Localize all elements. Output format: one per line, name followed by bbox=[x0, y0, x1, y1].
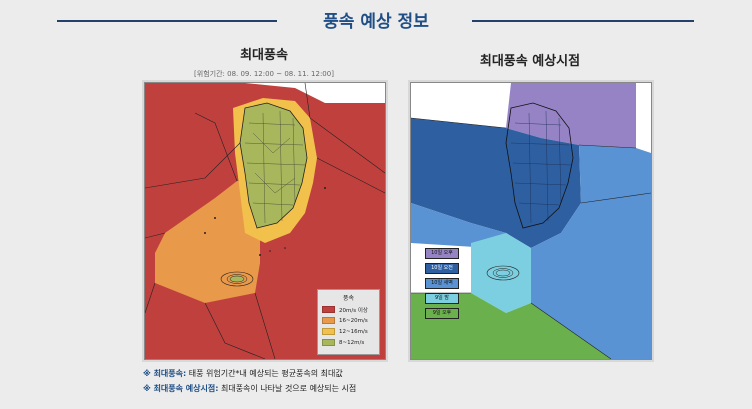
danger-period: [위험기간: 08. 09. 12:00 ~ 08. 11. 12:00] bbox=[194, 70, 334, 78]
legend-item: 10일 새벽 bbox=[425, 278, 459, 289]
legend-label: 16~20m/s bbox=[339, 317, 368, 324]
legend-item: 10일 오전 bbox=[425, 263, 459, 274]
legend-item: 9일 오후 bbox=[425, 308, 459, 319]
timing-legend: 10일 오후 10일 오전 10일 새벽 9일 밤 9일 오후 bbox=[425, 248, 459, 323]
max-wind-map: 풍속 20m/s 이상 16~20m/s 12~16m/s 8~12m/s bbox=[144, 82, 386, 360]
note-text: 최대풍속이 나타날 것으로 예상되는 시점 bbox=[218, 384, 357, 393]
legend-label: 12~16m/s bbox=[339, 328, 368, 335]
zone-10th-dawn bbox=[531, 145, 651, 359]
zone-8-12ms-land bbox=[240, 103, 307, 228]
legend-swatch bbox=[322, 306, 335, 313]
legend-swatch bbox=[322, 328, 335, 335]
legend-item: 10일 오후 bbox=[425, 248, 459, 259]
legend-item: 12~16m/s bbox=[318, 326, 379, 337]
islands bbox=[204, 187, 326, 256]
note-text: 태풍 위험기간*내 예상되는 평균풍속의 최대값 bbox=[186, 369, 343, 378]
header-line-left bbox=[57, 20, 277, 22]
sea-zone-lines bbox=[411, 117, 651, 359]
zone-10th-dawn-west bbox=[411, 203, 506, 248]
legend-title: 풍속 bbox=[342, 295, 355, 302]
legend-item: 16~20m/s bbox=[318, 315, 379, 326]
jeju-island bbox=[486, 265, 520, 281]
note-max-wind-timing: ※ 최대풍속 예상시점: 최대풍속이 나타날 것으로 예상되는 시점 bbox=[143, 383, 356, 394]
legend-swatch bbox=[322, 317, 335, 324]
right-panel-title: 최대풍속 예상시점 bbox=[479, 54, 581, 69]
zone-10th-afternoon bbox=[506, 83, 636, 148]
legend-item: 8~12m/s bbox=[318, 337, 379, 348]
district-lines bbox=[510, 110, 572, 224]
legend-label: 20m/s 이상 bbox=[339, 307, 368, 314]
page-title: 풍속 예상 정보 bbox=[323, 12, 429, 32]
legend-label: 8~12m/s bbox=[339, 339, 365, 346]
zone-16-20ms bbox=[155, 181, 260, 303]
jeju-island bbox=[220, 271, 254, 287]
district-lines bbox=[244, 110, 306, 224]
legend-item: 9일 밤 bbox=[425, 293, 459, 304]
zone-10th-morning bbox=[411, 118, 581, 248]
legend-swatch bbox=[322, 339, 335, 346]
max-wind-timing-map: 10일 오후 10일 오전 10일 새벽 9일 밤 9일 오후 bbox=[410, 82, 652, 360]
note-key: ※ 최대풍속: bbox=[143, 369, 187, 378]
korea-coast bbox=[239, 102, 308, 229]
wind-speed-legend: 풍속 20m/s 이상 16~20m/s 12~16m/s 8~12m/s bbox=[317, 289, 380, 355]
korea-coast bbox=[505, 102, 574, 229]
zone-9th-afternoon bbox=[411, 293, 611, 359]
legend-item: 20m/s 이상 bbox=[318, 304, 379, 315]
note-max-wind: ※ 최대풍속: 태풍 위험기간*내 예상되는 평균풍속의 최대값 bbox=[143, 368, 343, 379]
sea-outer-white-north bbox=[145, 83, 385, 103]
header-line-right bbox=[472, 20, 694, 22]
left-panel-title: 최대풍속 bbox=[240, 48, 288, 63]
note-key: ※ 최대풍속 예상시점: bbox=[143, 384, 219, 393]
sea-zone-lines bbox=[145, 83, 385, 359]
